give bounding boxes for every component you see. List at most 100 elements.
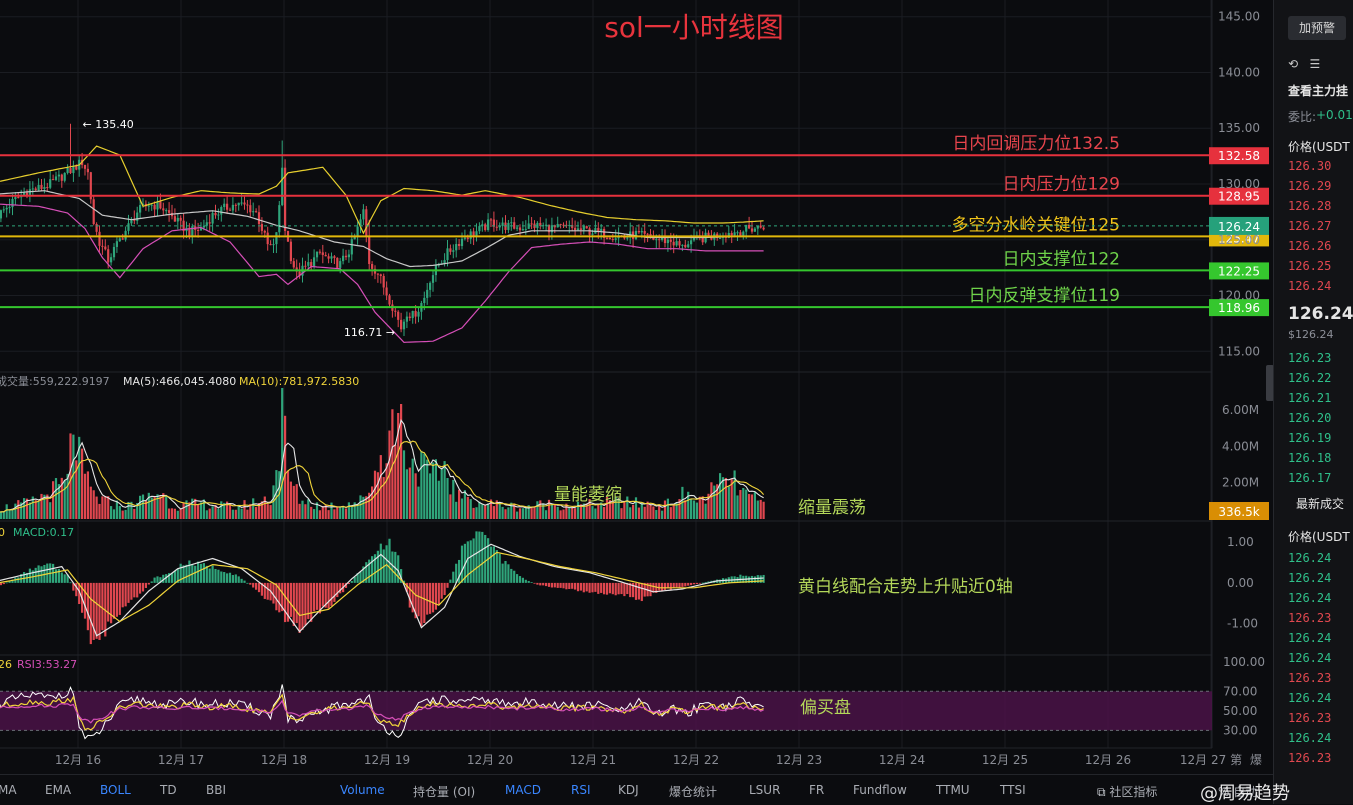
candle-body [83,164,87,169]
ask-row[interactable]: 126.29 [1288,179,1332,193]
candle-body [356,226,359,237]
volume-bar [750,494,754,519]
toolbar-boll-button[interactable]: BOLL [100,783,131,797]
main-force-link[interactable]: 查看主力挂 [1288,84,1349,98]
toolbar-td-button[interactable]: TD [160,783,177,797]
bid-row[interactable]: 126.23 [1288,351,1332,365]
macd-hist-bar [336,582,339,598]
layout-icon[interactable]: ⟲ ☰ [1288,57,1321,71]
volume-bar [144,500,147,519]
price-chart[interactable]: ← 135.40 116.71 → 132.58 日内回调压力位132.5 128.9… [0,0,1273,774]
candle-body [443,260,446,264]
macd-hist-bar [321,582,324,607]
add-alert-button[interactable]: 加预警 [1288,16,1346,40]
macd-hist-bar [678,582,681,588]
toolbar-indicator-button[interactable]: 爆仓统计 [669,785,718,799]
volume-bar [611,500,614,519]
candle-body [2,209,5,211]
volume-bar [63,480,66,519]
volume-bar [371,486,374,519]
toolbar-indicator-button[interactable]: MACD [505,783,541,797]
macd-hist-bar [574,582,577,590]
toolbar-indicator-button[interactable]: LSUR [749,783,781,797]
toolbar-indicator-button[interactable]: TTMU [936,783,970,797]
volume-bar [133,508,136,519]
macd-hist-bar [594,582,597,592]
rsi-fast-line [0,684,764,740]
volume-bar [568,507,571,519]
toolbar-indicator-button[interactable]: 持仓量 (OI) [413,785,476,799]
candle-body [463,237,466,239]
volume-bar [692,500,696,519]
candle-body [14,197,17,199]
macd-hist-bar [542,582,545,586]
macd-hist-bar [202,563,205,583]
volume-bar [405,469,408,519]
bid-row[interactable]: 126.18 [1288,451,1332,465]
volume-bar [576,501,580,519]
macd-hist-bar [197,561,200,583]
bid-row[interactable]: 126.21 [1288,391,1332,405]
ask-row[interactable]: 126.30 [1288,159,1332,173]
volume-bar [263,496,266,519]
toolbar-bbi-button[interactable]: BBI [206,783,227,797]
macd-hist-bar [54,569,58,583]
toolbar-ema-button[interactable]: EMA [45,783,72,797]
macd-tick-label: 1.00 [1227,535,1254,549]
candle-body [719,237,722,239]
bid-row[interactable]: 126.22 [1288,371,1332,385]
level-tag-label: 128.95 [1218,190,1260,204]
toolbar-indicator-button[interactable]: Volume [340,783,385,797]
volume-bar [539,500,542,519]
volume-bar [89,486,92,519]
volume-bar [672,503,675,519]
toolbar-indicator-button[interactable]: FR [809,783,825,797]
macd-hist-bar [266,582,269,600]
ask-row[interactable]: 126.24 [1288,279,1332,293]
toolbar-indicator-button[interactable]: KDJ [618,783,639,797]
macd-hist-bar [446,582,449,588]
bid-row[interactable]: 126.20 [1288,411,1332,425]
ask-row[interactable]: 126.26 [1288,239,1332,253]
volume-bar [205,510,208,519]
macd-hist-bar [681,582,684,587]
candle-body [115,241,118,247]
macd-hist-bar [182,565,185,583]
bid-row[interactable]: 126.17 [1288,471,1332,485]
macd-hist-bar [5,582,8,584]
panel-resize-handle[interactable] [1266,365,1274,401]
macd-hist-bar [112,582,116,619]
candle-body [52,179,55,181]
macd-hist-bar [289,582,292,617]
volume-bar [594,508,597,519]
macd-hist-bar [249,582,252,585]
candle-body [405,316,408,322]
volume-bar [733,470,736,519]
orderbook-panel: 加预警 ⟲ ☰ 查看主力挂 委比: +0.01 价格(USDT 126.30 12… [1273,0,1353,804]
volume-ma10-label: MA(10):781,972.5830 [239,375,359,388]
macd-hist-bar [492,546,495,583]
level-tag-label: 118.96 [1218,301,1260,315]
candle-body [518,227,522,231]
candle-body [710,236,713,240]
ask-row[interactable]: 126.27 [1288,219,1332,233]
rsi-side-note: 偏买盘 [800,698,851,718]
candle-body [753,228,756,232]
trades-title[interactable]: 最新成交 [1296,497,1345,511]
volume-bar [350,505,353,519]
macd-hist-bar [95,582,98,639]
candle-body [495,226,498,228]
toolbar-indicator-button[interactable]: TTSI [1000,783,1026,797]
bid-row[interactable]: 126.19 [1288,431,1332,445]
macd-hist-bar [748,576,751,583]
candle-body [176,217,179,222]
toolbar-ma-button[interactable]: MA [0,783,17,797]
toolbar-indicator-button[interactable]: Fundflow [853,783,907,797]
toolbar-indicator-button[interactable]: RSI [571,783,591,797]
community-indicators-button[interactable]: ⧉ 社区指标 [1097,785,1158,799]
ask-row[interactable]: 126.28 [1288,199,1332,213]
ask-row[interactable]: 126.25 [1288,259,1332,273]
candle-body [101,245,104,247]
macd-hist-bar [661,582,664,591]
auto-scale-toggle[interactable]: % 自动 [1218,785,1258,799]
